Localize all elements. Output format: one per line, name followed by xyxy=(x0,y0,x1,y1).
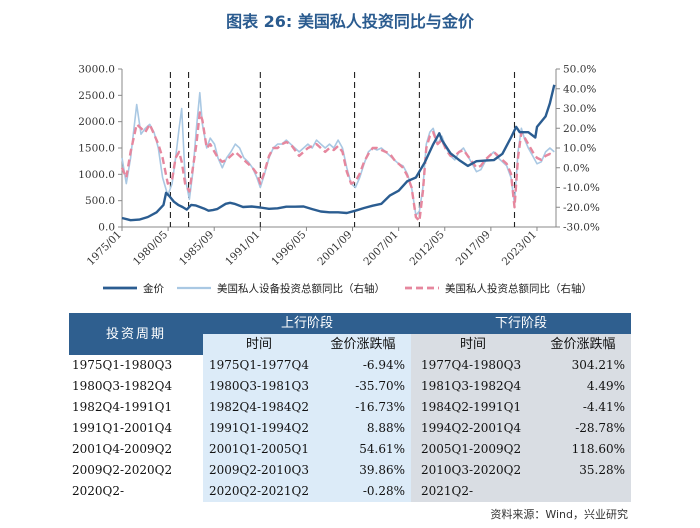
table-row: 2020Q2- 2020Q2-2021Q2 -0.28% 2021Q2- xyxy=(69,481,632,502)
row-down-change: 118.60% xyxy=(535,439,632,460)
x-tick-label: 2023/01 xyxy=(500,229,539,268)
page-title: 图表 26: 美国私人投资同比与金价 xyxy=(226,12,474,31)
row-down-change: 35.28% xyxy=(535,460,632,481)
row-up-time: 1975Q1-1977Q4 xyxy=(203,355,315,376)
table-row: 2009Q2-2020Q2 2009Q2-2010Q3 39.86% 2010Q3-2… xyxy=(69,460,632,481)
table-subheader-row: 时间 金价涨跌幅 时间 金价涨跌幅 xyxy=(69,334,632,355)
row-up-change: 8.88% xyxy=(315,418,412,439)
row-down-time: 2010Q3-2020Q2 xyxy=(411,460,536,481)
left-tick-label: 1000.0 xyxy=(78,169,115,181)
table-row: 1991Q1-2001Q4 1991Q1-1994Q2 8.88% 1994Q2-20… xyxy=(69,418,632,439)
row-down-change: 304.21% xyxy=(535,355,632,376)
cycle-table: 投资周期 上行阶段 下行阶段 时间 金价涨跌幅 时间 金价涨跌幅 1975Q1-… xyxy=(69,313,632,502)
row-up-change: -0.28% xyxy=(315,481,412,502)
row-down-change xyxy=(535,481,632,502)
series-line-2 xyxy=(120,111,555,223)
chart-series xyxy=(120,84,556,223)
x-tick-label: 2012/05 xyxy=(408,229,447,268)
row-up-change: -35.70% xyxy=(315,376,412,397)
subheader-down-time: 时间 xyxy=(411,334,536,355)
left-tick-label: 1500.0 xyxy=(78,143,115,155)
right-tick-label: 0.0% xyxy=(563,162,590,174)
table-header-row: 投资周期 上行阶段 下行阶段 xyxy=(69,313,632,355)
series-line-0 xyxy=(121,84,556,222)
right-tick-label: -10.0% xyxy=(563,182,600,194)
row-down-change: -28.78% xyxy=(535,418,632,439)
subheader-down-change: 金价涨跌幅 xyxy=(535,334,632,355)
row-period: 1975Q1-1980Q3 xyxy=(69,355,203,376)
right-tick-label: 10.0% xyxy=(563,143,596,155)
x-tick-label: 2001/09 xyxy=(315,229,354,268)
left-tick-label: 3000.0 xyxy=(78,64,115,76)
x-tick-label: 1996/05 xyxy=(269,229,308,268)
chart: 0.0 500.0 1000.0 1500.0 2000.0 2500.0 3000.0 -3… xyxy=(78,64,600,296)
table-row: 1982Q4-1991Q1 1982Q4-1984Q2 -16.73% 1984Q2-… xyxy=(69,397,632,418)
row-up-change: -6.94% xyxy=(315,355,412,376)
row-up-change: 39.86% xyxy=(315,460,412,481)
x-tick-label: 1975/01 xyxy=(85,229,124,268)
row-down-change: 4.49% xyxy=(535,376,632,397)
subheader-up-change: 金价涨跌幅 xyxy=(315,334,412,355)
left-tick-label: 0.0 xyxy=(98,222,115,234)
right-tick-label: 40.0% xyxy=(563,83,596,95)
row-down-time: 1994Q2-2001Q4 xyxy=(411,418,536,439)
left-tick-label: 500.0 xyxy=(85,195,115,207)
row-up-change: 54.61% xyxy=(315,439,412,460)
row-down-time: 1984Q2-1991Q1 xyxy=(411,397,536,418)
left-tick-label: 2000.0 xyxy=(78,116,115,128)
right-tick-label: 50.0% xyxy=(563,64,596,76)
chart-legend: 金价 美国私人设备投资总额同比（右轴） 美国私人投资总额同比（右轴） xyxy=(103,282,592,295)
row-down-change: -4.41% xyxy=(535,397,632,418)
vertical-markers xyxy=(169,72,516,227)
row-period: 2020Q2- xyxy=(69,481,203,502)
chart-axes xyxy=(121,69,557,228)
row-period: 2009Q2-2020Q2 xyxy=(69,460,203,481)
x-tick-label: 1991/01 xyxy=(223,229,262,268)
row-up-time: 1991Q1-1994Q2 xyxy=(203,418,315,439)
chart-ticks: 0.0 500.0 1000.0 1500.0 2000.0 2500.0 3000.0 -3… xyxy=(78,64,600,268)
row-down-time: 2021Q2- xyxy=(411,481,536,502)
row-down-time: 2005Q1-2009Q2 xyxy=(411,439,536,460)
x-tick-label: 1980/05 xyxy=(131,229,170,268)
row-up-time: 2009Q2-2010Q3 xyxy=(203,460,315,481)
table-row: 1975Q1-1980Q3 1975Q1-1977Q4 -6.94% 1977Q4-1… xyxy=(69,355,632,376)
header-down-phase: 下行阶段 xyxy=(411,313,632,334)
row-period: 1991Q1-2001Q4 xyxy=(69,418,203,439)
legend-label: 金价 xyxy=(143,282,164,295)
subheader-up-time: 时间 xyxy=(203,334,315,355)
row-period: 2001Q4-2009Q2 xyxy=(69,439,203,460)
x-tick-label: 1985/09 xyxy=(177,229,216,268)
row-up-time: 1982Q4-1984Q2 xyxy=(203,397,315,418)
x-tick-label: 2007/01 xyxy=(361,229,400,268)
source-note: 资料来源：Wind，兴业研究 xyxy=(490,508,628,521)
row-up-time: 1980Q3-1981Q3 xyxy=(203,376,315,397)
right-tick-label: 20.0% xyxy=(563,123,596,135)
header-period: 投资周期 xyxy=(69,313,203,355)
row-down-time: 1977Q4-1980Q3 xyxy=(411,355,536,376)
left-tick-label: 2500.0 xyxy=(78,90,115,102)
legend-label: 美国私人设备投资总额同比（右轴） xyxy=(217,282,385,295)
row-down-time: 1981Q3-1982Q4 xyxy=(411,376,536,397)
x-tick-label: 2017/09 xyxy=(454,229,493,268)
row-up-time: 2020Q2-2021Q2 xyxy=(203,481,315,502)
table-row: 1980Q3-1982Q4 1980Q3-1981Q3 -35.70% 1981Q3-… xyxy=(69,376,632,397)
legend-label: 美国私人投资总额同比（右轴） xyxy=(445,282,592,295)
table-row: 2001Q4-2009Q2 2001Q1-2005Q1 54.61% 2005Q1-2… xyxy=(69,439,632,460)
row-up-time: 2001Q1-2005Q1 xyxy=(203,439,315,460)
header-up-phase: 上行阶段 xyxy=(203,313,412,334)
row-period: 1980Q3-1982Q4 xyxy=(69,376,203,397)
right-tick-label: -30.0% xyxy=(563,222,600,234)
series-line-1 xyxy=(121,91,555,216)
right-tick-label: 30.0% xyxy=(563,103,596,115)
right-tick-label: -20.0% xyxy=(563,202,600,214)
row-period: 1982Q4-1991Q1 xyxy=(69,397,203,418)
row-up-change: -16.73% xyxy=(315,397,412,418)
